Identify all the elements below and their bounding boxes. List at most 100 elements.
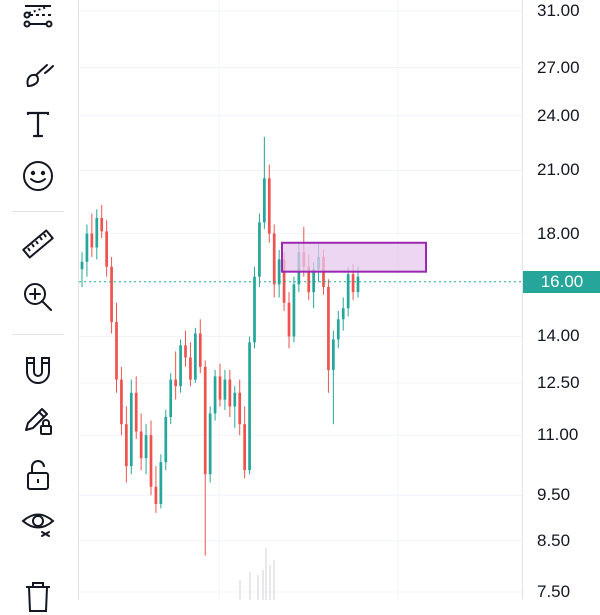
toolbar-divider <box>78 0 79 600</box>
supply-zone-rectangle <box>281 241 427 273</box>
price-label: 7.50 <box>537 582 571 601</box>
candle-body <box>125 424 128 467</box>
candle-body <box>307 266 311 293</box>
candle-body <box>336 319 340 340</box>
lock-drawings-button[interactable] <box>14 400 62 440</box>
candle-body <box>292 284 296 337</box>
candles <box>80 136 360 556</box>
candle-body <box>228 379 232 407</box>
candle-body <box>149 435 153 487</box>
pattern-tool-button[interactable] <box>14 0 62 40</box>
candle-body <box>213 376 217 414</box>
volume-bar <box>265 548 267 600</box>
candle-body <box>208 413 212 475</box>
emoji-button[interactable] <box>14 156 62 196</box>
candle-body <box>100 217 104 232</box>
candle-body <box>159 462 163 504</box>
candle-body <box>356 276 360 293</box>
candle-body <box>277 259 281 285</box>
candle-body <box>267 178 271 234</box>
price-label: 27.00 <box>537 57 580 77</box>
trash-icon <box>26 582 50 612</box>
candle-body <box>144 435 148 459</box>
brush-icon <box>26 64 54 88</box>
hide-drawings-button[interactable] <box>14 502 62 542</box>
drawing-toolbar <box>0 0 78 612</box>
candle-body <box>164 416 168 463</box>
candle-body <box>120 379 123 425</box>
candle-body <box>134 392 138 432</box>
eye-icon <box>21 513 55 537</box>
grid <box>79 0 522 600</box>
magnet-button[interactable] <box>14 350 62 390</box>
volume-bar <box>269 565 271 600</box>
current-price-label: 16.00 <box>523 270 600 293</box>
candle-body <box>105 231 108 267</box>
price-label: 8.50 <box>537 530 571 550</box>
candle-body <box>233 392 237 407</box>
volume-bar <box>239 580 241 600</box>
candle-body <box>115 322 118 380</box>
ruler-button[interactable] <box>14 225 62 265</box>
candle-body <box>154 486 158 504</box>
candle-body <box>263 178 266 223</box>
candle-body <box>341 308 345 320</box>
toolbar-separator <box>12 211 64 212</box>
price-label: 14.00 <box>537 326 580 346</box>
price-label: 18.00 <box>537 223 580 243</box>
candle-body <box>189 357 192 380</box>
text-tool-button[interactable] <box>14 104 62 144</box>
candle-body <box>218 376 222 400</box>
candle-body <box>223 379 227 400</box>
price-label: 12.50 <box>537 372 580 392</box>
candle-body <box>253 276 256 343</box>
overlays <box>79 241 522 283</box>
volume-bar <box>249 572 251 600</box>
candle-body <box>198 333 202 367</box>
volume-bars <box>239 548 275 600</box>
volume-bar <box>273 560 275 600</box>
text-tool-icon <box>26 111 50 138</box>
price-label: 31.00 <box>537 1 580 20</box>
ruler-icon <box>22 229 54 259</box>
candle-body <box>287 302 291 337</box>
pencil-lock-icon <box>25 408 52 435</box>
candle-body <box>248 342 251 471</box>
magnet-icon <box>26 357 50 384</box>
candle-body <box>272 233 276 285</box>
candle-body <box>332 339 335 370</box>
price-label: 9.50 <box>537 485 571 505</box>
remove-drawings-button[interactable] <box>14 575 62 615</box>
brush-button[interactable] <box>14 55 62 95</box>
pattern-tool-icon <box>23 5 53 28</box>
candle-body <box>85 233 89 262</box>
candle-body <box>80 261 84 270</box>
candle-body <box>282 259 286 303</box>
zoom-in-icon <box>24 283 52 311</box>
candle-body <box>90 233 94 248</box>
candle-body <box>238 392 242 425</box>
candle-body <box>129 392 133 467</box>
candle-body <box>346 274 350 309</box>
emoji-icon <box>23 161 53 191</box>
chart-pane[interactable] <box>79 0 522 600</box>
candle-body <box>169 379 173 417</box>
price-label: 24.00 <box>537 105 580 125</box>
zoom-in-button[interactable] <box>14 277 62 317</box>
unlock-button[interactable] <box>14 455 62 495</box>
candle-body <box>258 222 261 277</box>
lock-icon <box>27 460 49 490</box>
price-label: 11.00 <box>537 425 579 445</box>
price-scale[interactable]: 31.00 27.00 24.00 21.00 18.00 14.00 12.50 11.00… <box>522 0 600 601</box>
candle-body <box>174 379 177 387</box>
volume-bar <box>257 575 259 600</box>
price-label: 21.00 <box>537 160 580 180</box>
candle-body <box>327 286 330 370</box>
toolbar-separator <box>12 334 64 335</box>
candle-body <box>95 217 99 248</box>
candle-body <box>179 345 182 387</box>
candlestick-chart[interactable] <box>79 0 522 600</box>
candle-body <box>351 274 355 293</box>
candle-body <box>110 266 113 323</box>
candle-body <box>243 424 246 471</box>
